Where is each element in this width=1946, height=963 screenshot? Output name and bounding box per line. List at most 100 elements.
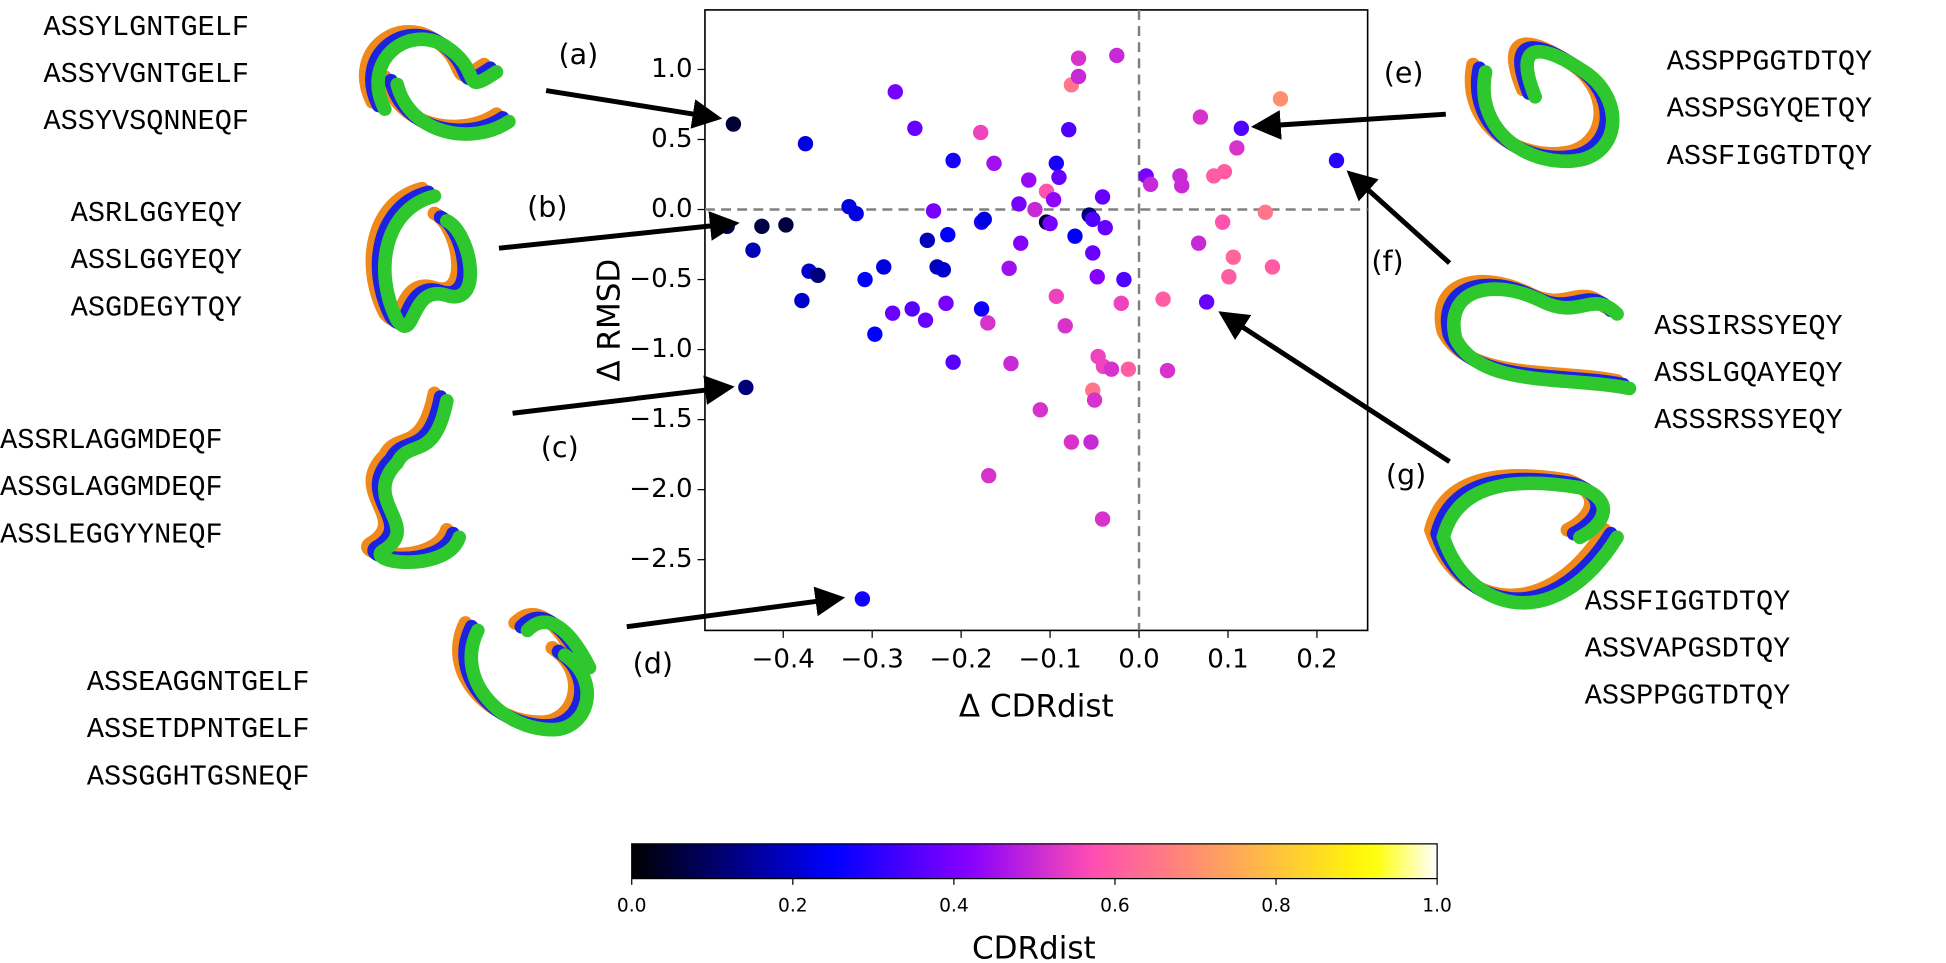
point: [794, 292, 810, 309]
point: [1221, 269, 1237, 285]
point: [1113, 295, 1129, 312]
annotation-label: (e): [1384, 56, 1424, 89]
point: [1032, 402, 1048, 418]
y-tick-label: −2.0: [629, 474, 692, 504]
point: [1067, 228, 1083, 244]
point: [1225, 249, 1242, 265]
point: [1264, 259, 1281, 275]
point: [1063, 434, 1080, 450]
sequence: ASRLGGYEQY: [71, 197, 242, 230]
x-tick-label: 0.1: [1207, 645, 1248, 675]
annotation-label: (f): [1371, 245, 1403, 278]
x-tick-label: −0.1: [1018, 645, 1081, 675]
point: [986, 155, 1002, 171]
colorbar-label: CDRdist: [972, 930, 1096, 963]
colorbar: [631, 843, 1438, 880]
sequence: ASSGGHTGSNEQF: [87, 760, 310, 793]
point: [745, 242, 761, 258]
point: [1192, 109, 1209, 125]
point: [1328, 152, 1345, 169]
sequence: ASSLGQAYEQY: [1654, 357, 1842, 390]
point: [1085, 245, 1101, 261]
point: [907, 120, 923, 136]
point: [738, 379, 754, 396]
point: [810, 267, 826, 284]
point: [848, 206, 864, 222]
sequence: ASSSRSSYEQY: [1654, 404, 1842, 437]
colorbar-tick-label: 0.6: [1100, 895, 1130, 916]
point: [1051, 169, 1067, 186]
point: [1257, 204, 1274, 221]
point: [876, 259, 892, 275]
annotation-label: (b): [527, 190, 567, 223]
point: [1070, 68, 1087, 85]
point: [1120, 361, 1137, 377]
sequence: ASGDEGYTQY: [71, 291, 242, 324]
structure-images: [359, 25, 1637, 737]
structure: [1464, 37, 1620, 169]
point: [1048, 155, 1064, 171]
point: [1103, 361, 1120, 377]
y-tick-label: 0.0: [651, 194, 692, 224]
point: [940, 227, 956, 243]
point: [981, 467, 997, 484]
y-axis-label: Δ RMSD: [592, 259, 628, 382]
point: [1001, 260, 1017, 277]
structure: [1424, 468, 1624, 610]
structure: [359, 25, 516, 141]
point: [945, 152, 961, 169]
sequence: ASSGLAGGMDEQF: [0, 471, 223, 504]
y-tick-label: −0.5: [629, 264, 692, 294]
point: [1216, 164, 1233, 180]
point: [1174, 178, 1190, 194]
point: [1083, 434, 1099, 450]
structure: [1434, 274, 1637, 396]
sequence: ASSYVSQNNEQF: [44, 105, 249, 138]
point: [1045, 192, 1062, 208]
point: [754, 218, 770, 235]
point: [1070, 50, 1087, 66]
sequence: ASSYVGNTGELF: [44, 58, 249, 91]
annotation-label: (a): [558, 38, 598, 71]
point: [1061, 121, 1077, 138]
sequence: ASSETDPNTGELF: [87, 713, 310, 746]
point: [1021, 172, 1037, 188]
sequence: ASSVAPGSDTQY: [1585, 633, 1790, 666]
sequence: ASSFIGGTDTQY: [1585, 585, 1790, 618]
sequence: ASSPPGGTDTQY: [1667, 46, 1872, 79]
point: [1011, 196, 1027, 212]
point: [980, 315, 996, 331]
point: [1085, 211, 1101, 228]
annotation-arrow: [545, 88, 723, 129]
sequence: ASSLGGYEQY: [71, 244, 242, 277]
structure: [365, 181, 478, 333]
point: [1272, 91, 1289, 107]
x-axis-label: Δ CDRdist: [959, 688, 1114, 724]
point: [1094, 189, 1111, 205]
point: [1229, 140, 1245, 156]
colorbar-tick-label: 0.8: [1261, 895, 1291, 916]
point: [797, 135, 814, 152]
point: [778, 217, 794, 233]
point: [1116, 271, 1132, 288]
x-tick-label: 0.2: [1296, 645, 1337, 675]
annotation-arrow: [1346, 170, 1452, 265]
point: [1086, 392, 1103, 408]
point: [1198, 294, 1215, 310]
point: [917, 312, 934, 328]
annotation-arrow: [498, 211, 740, 251]
colorbar-tick-label: 0.0: [617, 895, 647, 916]
point: [973, 124, 989, 141]
point: [1094, 511, 1111, 527]
point: [887, 84, 903, 100]
x-tick-label: 0.0: [1118, 645, 1159, 675]
point: [973, 301, 990, 317]
point: [1042, 215, 1058, 232]
y-tick-label: −2.5: [629, 544, 692, 574]
colorbar-tick-label: 1.0: [1422, 895, 1452, 916]
annotation-arrow: [1218, 311, 1451, 464]
structure-tube: [1436, 476, 1624, 610]
y-tick-label: −1.5: [629, 404, 692, 434]
